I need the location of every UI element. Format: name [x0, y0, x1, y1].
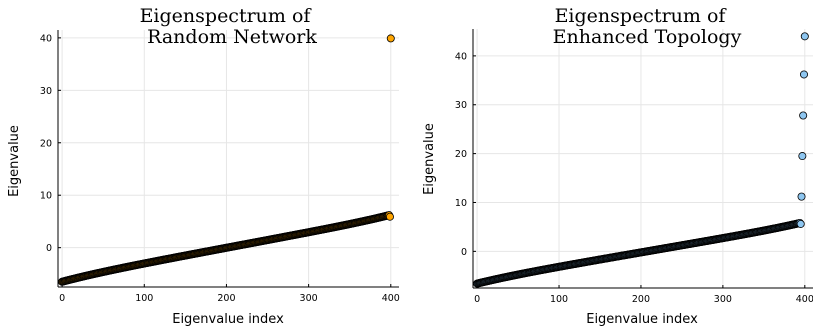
x-tick-labels: 0 100 200 300 400 [474, 294, 813, 305]
x-tick-label: 300 [300, 293, 318, 304]
y-tick-label: 40 [40, 33, 52, 44]
data-points [473, 32, 809, 288]
y-tick-label: 10 [40, 191, 52, 202]
data-point [796, 219, 805, 228]
y-tick-label: 30 [455, 100, 467, 111]
chart-title-line-2: Enhanced Topology [553, 26, 742, 48]
x-tick-label: 200 [217, 293, 235, 304]
y-tick-label: 30 [40, 86, 52, 97]
y-tick-labels: 0 10 20 30 40 [40, 33, 52, 254]
data-point [385, 212, 394, 221]
data-point [386, 34, 395, 43]
data-points [58, 34, 395, 286]
y-tick-label: 0 [46, 243, 52, 254]
data-point [799, 70, 808, 79]
x-axis-label: Eigenvalue index [586, 312, 698, 327]
x-tick-label: 0 [474, 294, 480, 305]
x-tick-label: 100 [550, 294, 568, 305]
y-tick-label: 0 [461, 247, 467, 258]
y-axis-label: Eigenvalue [7, 125, 22, 197]
grid-lines [473, 29, 813, 288]
x-tick-label: 300 [714, 294, 732, 305]
chart-random-network: 0 100 200 300 400 0 10 20 30 40 Eigenspectrum of… [7, 5, 400, 327]
y-tick-label: 20 [455, 149, 467, 160]
x-axis-label: Eigenvalue index [172, 312, 284, 327]
data-point [799, 111, 808, 120]
chart-title-line-1: Eigenspectrum of [140, 5, 313, 27]
chart-title-line-1: Eigenspectrum of [555, 5, 728, 27]
y-tick-labels: 0 10 20 30 40 [455, 51, 467, 257]
chart-title-line-2: Random Network [147, 26, 317, 48]
x-tick-label: 0 [59, 293, 65, 304]
x-tick-label: 100 [135, 293, 153, 304]
y-axis-label: Eigenvalue [422, 123, 437, 195]
data-point [797, 192, 806, 201]
x-tick-label: 200 [632, 294, 650, 305]
x-tick-label: 400 [796, 294, 813, 305]
chart-enhanced-topology: 0 100 200 300 400 0 10 20 30 40 Eigenspectrum of… [422, 5, 813, 327]
x-tick-label: 400 [382, 293, 400, 304]
y-tick-label: 40 [455, 51, 467, 62]
data-point [798, 152, 807, 161]
x-tick-labels: 0 100 200 300 400 [59, 293, 400, 304]
axes-frame [472, 29, 813, 289]
y-tick-label: 20 [40, 138, 52, 149]
y-tick-label: 10 [455, 198, 467, 209]
data-point [800, 32, 809, 41]
